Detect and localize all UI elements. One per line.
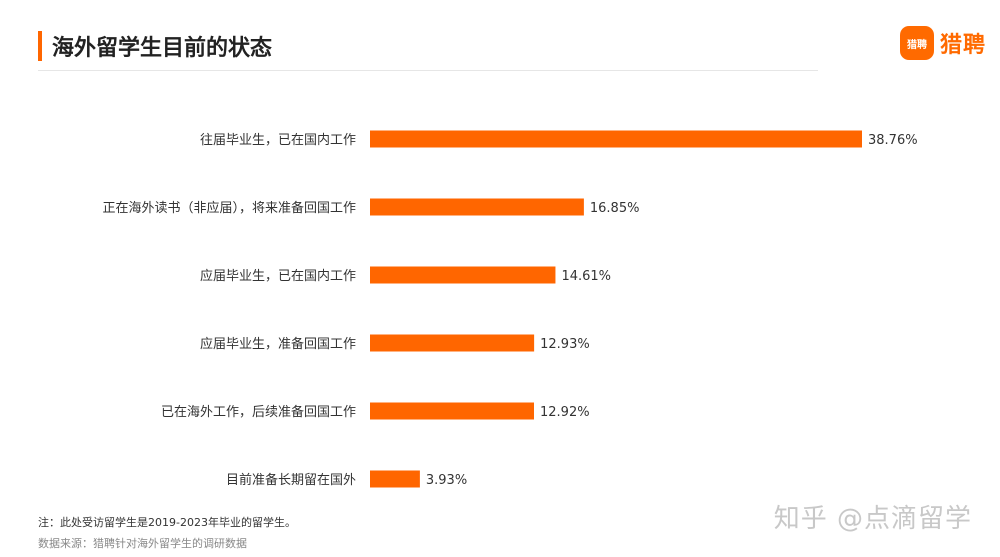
value-label: 16.85% bbox=[590, 201, 640, 216]
bar bbox=[370, 334, 535, 352]
bar bbox=[370, 402, 534, 420]
value-label: 12.93% bbox=[540, 337, 590, 352]
bar bbox=[370, 198, 584, 216]
bar bbox=[370, 130, 862, 148]
category-label: 往届毕业生，已在国内工作 bbox=[200, 132, 356, 148]
data-source: 数据来源：猎聘针对海外留学生的调研数据 bbox=[38, 537, 247, 550]
chart-title: 海外留学生目前的状态 bbox=[52, 36, 273, 61]
title-accent bbox=[38, 31, 42, 61]
category-label: 目前准备长期留在国外 bbox=[226, 472, 356, 488]
category-label: 已在海外工作，后续准备回国工作 bbox=[161, 404, 356, 420]
value-label: 38.76% bbox=[868, 133, 918, 148]
bar bbox=[370, 266, 556, 284]
value-label: 14.61% bbox=[561, 269, 611, 284]
liepin-logo-icon: 猎聘 bbox=[899, 26, 934, 60]
value-label: 12.92% bbox=[540, 405, 590, 420]
value-label: 3.93% bbox=[426, 473, 467, 488]
brand: 猎聘 猎聘 bbox=[899, 26, 986, 60]
watermark: 知乎 @点滴留学 bbox=[773, 504, 972, 534]
title-divider bbox=[38, 70, 818, 71]
title-bar: 海外留学生目前的状态 bbox=[38, 30, 272, 62]
category-label: 应届毕业生，准备回国工作 bbox=[200, 336, 356, 352]
brand-name: 猎聘 bbox=[939, 33, 986, 58]
bar bbox=[370, 470, 420, 488]
footnote: 注：此处受访留学生是2019-2023年毕业的留学生。 bbox=[38, 516, 296, 529]
category-label: 正在海外读书（非应届），将来准备回国工作 bbox=[102, 200, 356, 216]
category-label: 应届毕业生，已在国内工作 bbox=[200, 268, 356, 284]
